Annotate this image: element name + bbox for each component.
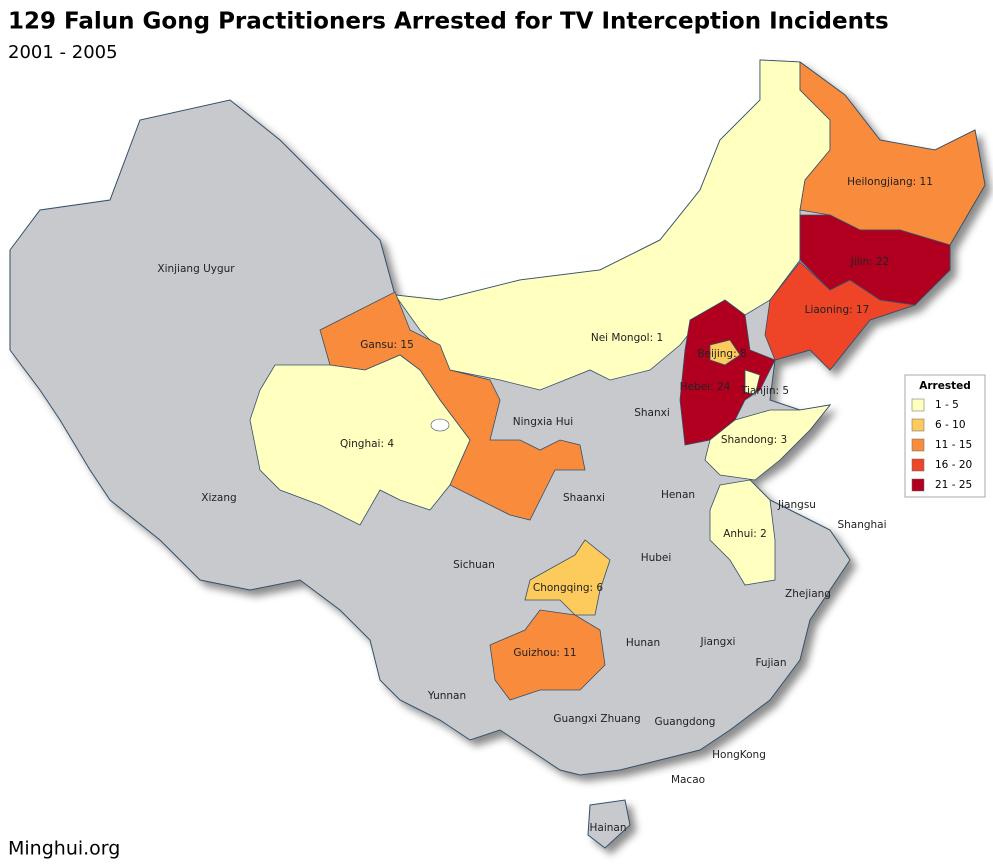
- subtitle: 2001 - 2005: [8, 42, 118, 63]
- legend-label: 21 - 25: [935, 479, 972, 491]
- labels: Nei Mongol: 1 Heilongjiang: 11 Jilin: 22 Li…: [157, 176, 933, 834]
- region: [489, 609, 606, 701]
- legend-title: Arrested: [919, 380, 971, 392]
- region-label: Macao: [671, 774, 705, 786]
- region-label: Jiangsu: [777, 499, 816, 511]
- region: [249, 354, 471, 526]
- region-label: Gansu: 15: [360, 339, 414, 351]
- region: [709, 479, 776, 586]
- region-label: Guangxi Zhuang: [553, 713, 640, 725]
- region-label: Shandong: 3: [721, 434, 787, 446]
- region: [764, 261, 916, 371]
- region-label: Anhui: 2: [723, 528, 767, 540]
- region-label: Shaanxi: [563, 492, 605, 504]
- region-label: Guizhou: 11: [513, 647, 576, 659]
- legend-swatch: [911, 418, 925, 432]
- region-label: Hebei: 24: [680, 381, 731, 393]
- region: [709, 339, 741, 366]
- region-label: HongKong: [712, 749, 766, 761]
- legend-swatch: [911, 398, 925, 412]
- region: [679, 299, 776, 446]
- region-label: Shanxi: [634, 407, 670, 419]
- legend-swatch: [911, 458, 925, 472]
- legend-box: [904, 374, 986, 498]
- legend-label: 16 - 20: [935, 459, 972, 471]
- region-label: Shanghai: [837, 519, 886, 531]
- region-label: Qinghai: 4: [340, 438, 394, 450]
- legend-swatch: [911, 478, 925, 492]
- region-label: Hunan: [626, 637, 660, 649]
- region-label: Chongqing: 6: [533, 582, 604, 594]
- footer: Minghui.org: [8, 838, 120, 860]
- region: [744, 369, 761, 396]
- legend-label: 11 - 15: [935, 439, 972, 451]
- region-label: Jiangxi: [700, 636, 736, 648]
- region-label: Nei Mongol: 1: [591, 332, 663, 344]
- region-label: Hainan: [590, 822, 627, 834]
- region-label: Yunnan: [427, 690, 466, 702]
- regions: [249, 59, 986, 701]
- region-label: Sichuan: [453, 559, 495, 571]
- region-label: Jilin: 22: [850, 256, 890, 268]
- region: [524, 539, 611, 616]
- region-label: Xinjiang Uygur: [157, 263, 235, 275]
- region: [704, 404, 831, 481]
- region-label: Henan: [661, 489, 695, 501]
- region-label: Fujian: [755, 657, 786, 669]
- region-label: Liaoning: 17: [805, 304, 870, 316]
- region-label: Hubei: [641, 552, 672, 564]
- lake: [430, 418, 450, 432]
- region-label: Tianjin: 5: [740, 385, 789, 397]
- region-label: Zhejiang: [785, 588, 831, 600]
- legend-swatch: [911, 438, 925, 452]
- region-label: Xizang: [201, 492, 236, 504]
- title: 129 Falun Gong Practitioners Arrested fo…: [8, 9, 889, 35]
- region-label: Beijing: 8: [697, 348, 746, 360]
- legend-label: 6 - 10: [935, 419, 966, 431]
- island: [587, 799, 631, 849]
- legend-label: 1 - 5: [935, 399, 959, 411]
- region-label: Guangdong: [655, 716, 716, 728]
- region-label: Heilongjiang: 11: [847, 176, 933, 188]
- legend: Arrested 1 - 5 6 - 10 11 - 15 16 - 20 21 - 25: [904, 374, 986, 498]
- region-label: Ningxia Hui: [513, 416, 573, 428]
